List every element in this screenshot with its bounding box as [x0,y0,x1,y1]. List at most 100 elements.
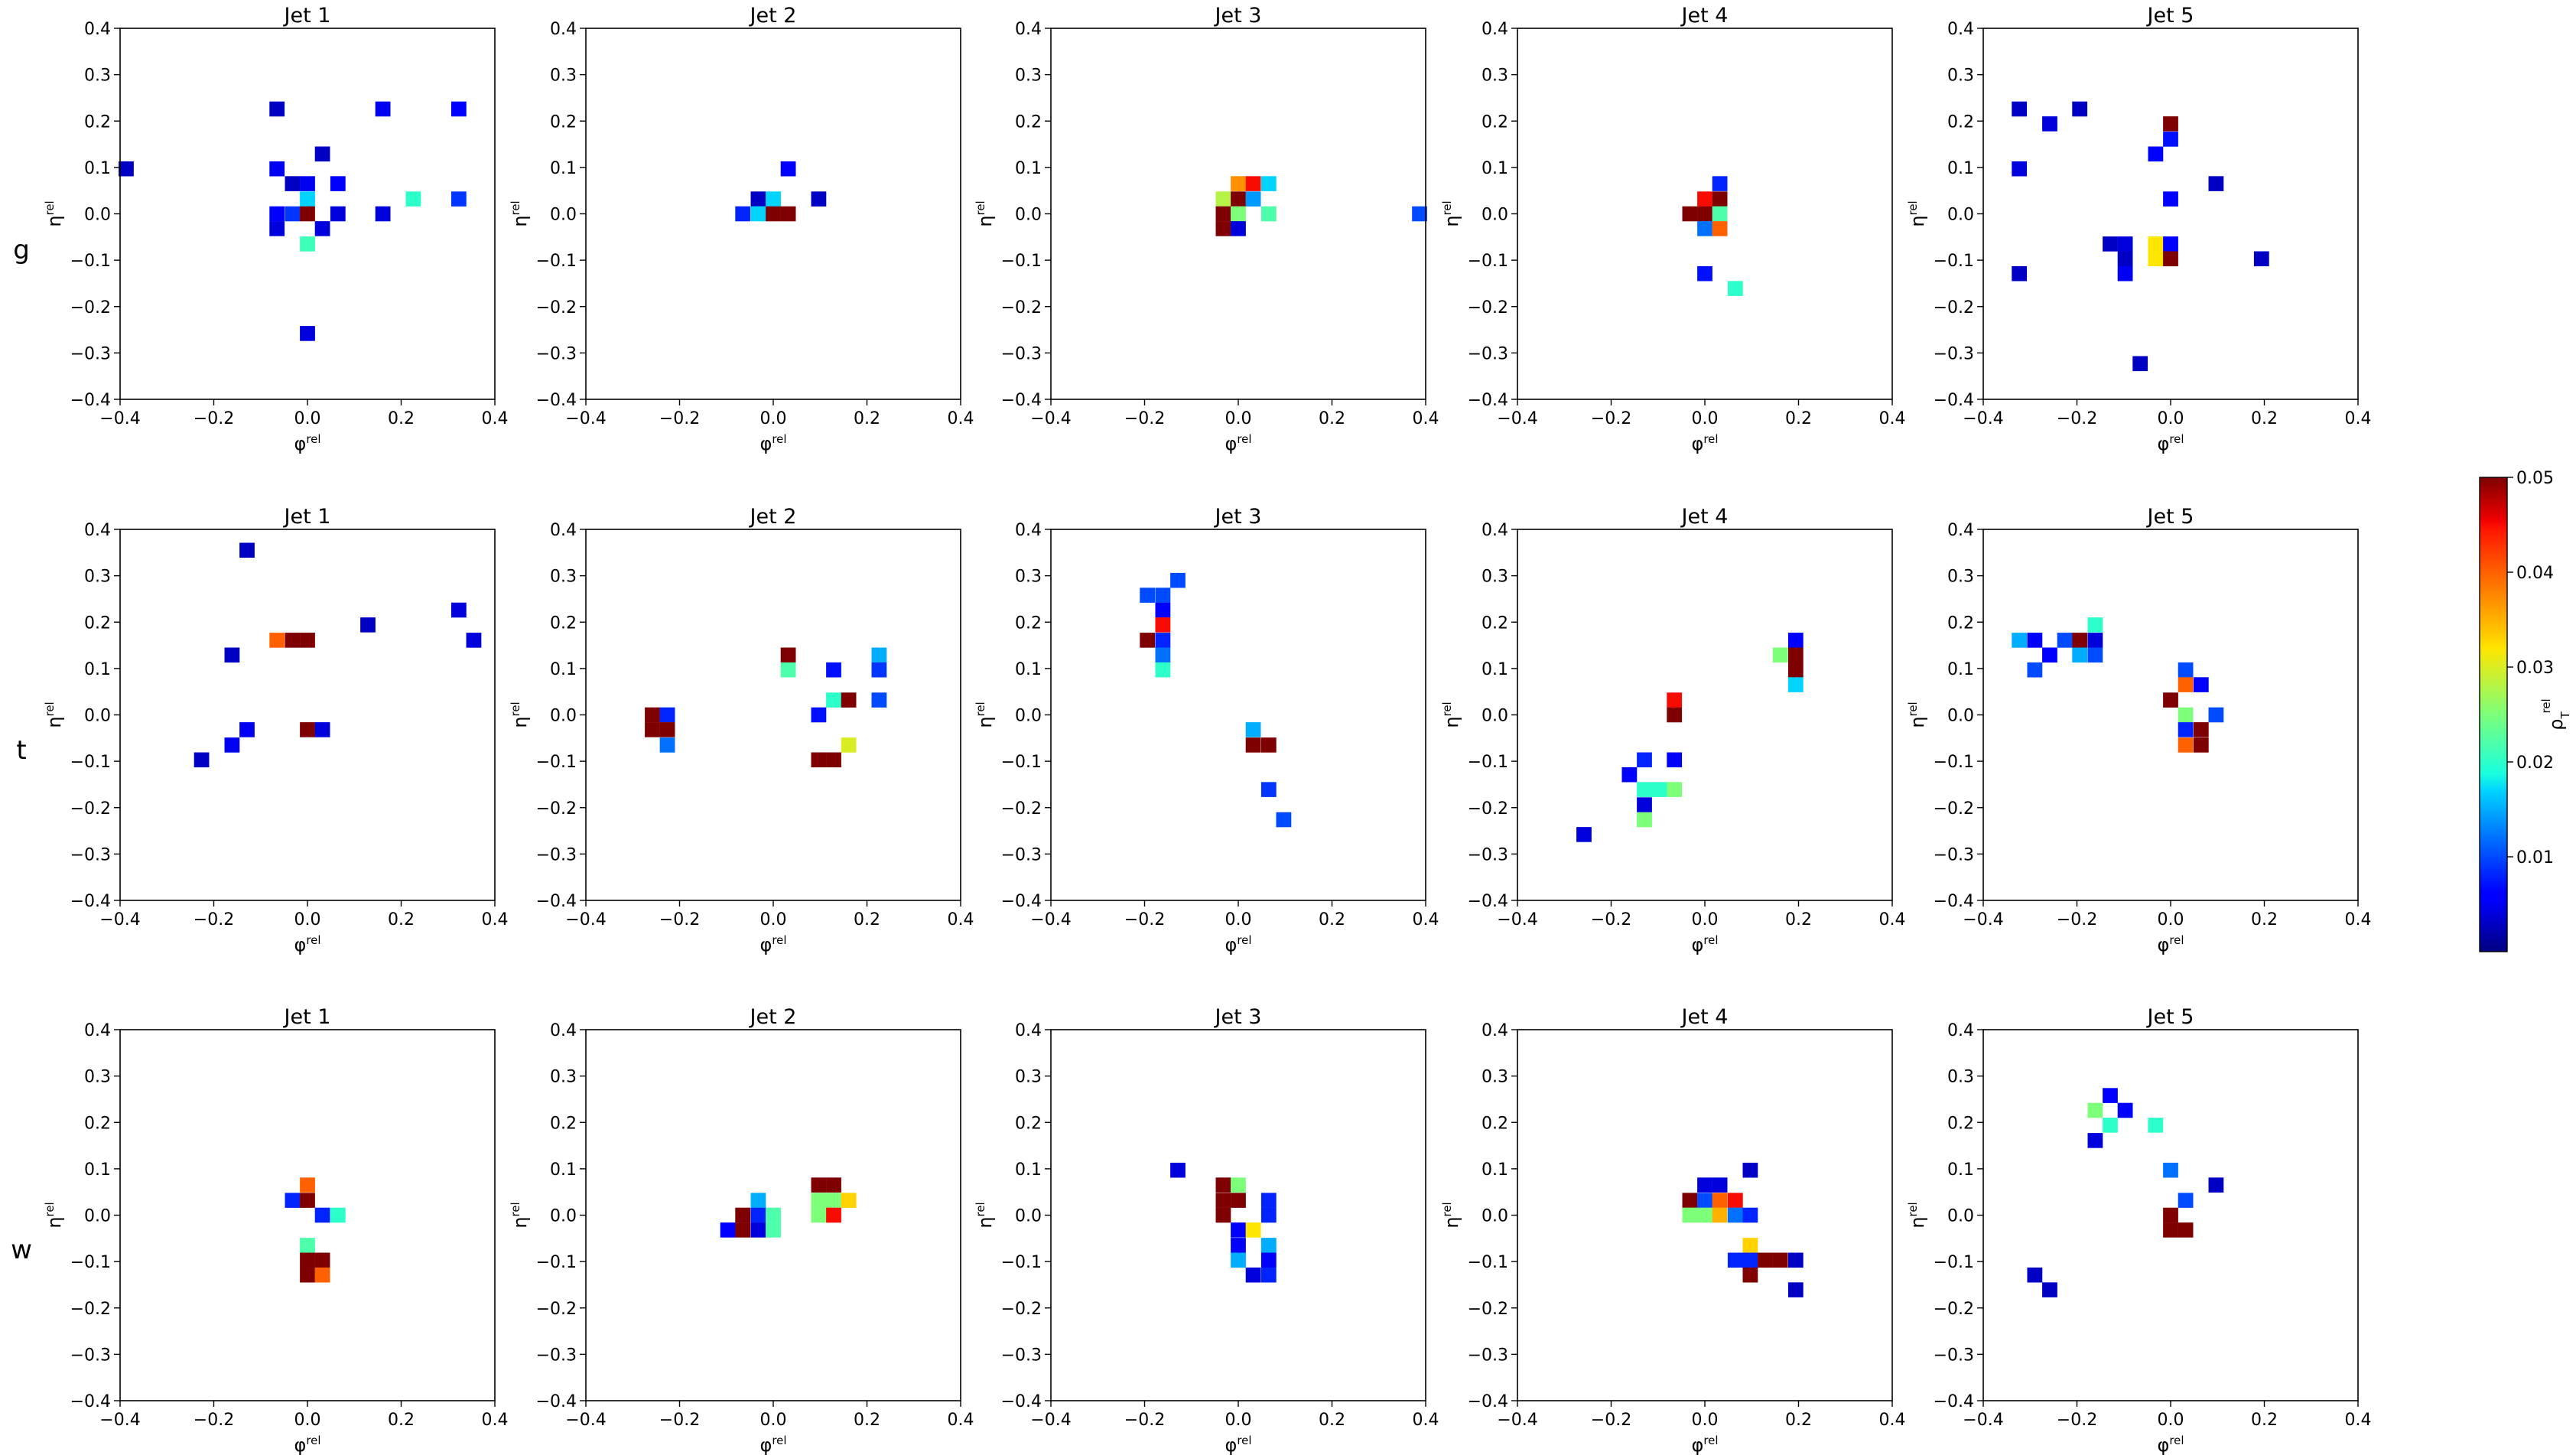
colorbar-label-subscript: T [2558,711,2572,719]
heatmap-cell [2072,647,2088,663]
y-axis-label: ηrel [1440,200,1462,226]
heatmap-cell [194,752,210,768]
x-tick-label: 0.2 [1785,1411,1812,1430]
heatmap-cell [2163,251,2178,267]
colorbar-label-symbol: ρ [2545,718,2567,730]
heatmap-cell [1712,1207,1728,1223]
y-tick-label: 0.4 [1482,1021,1508,1040]
y-axis-label-symbol: η [44,716,65,728]
heatmap-cell [2012,265,2028,282]
heatmap-cell [2208,1177,2224,1193]
x-tick-label: 0.0 [294,910,321,929]
y-tick-label: 0.4 [1015,521,1042,540]
y-tick-label: 0.1 [550,159,577,178]
heatmap-cell [2087,617,2103,633]
x-tick-label: −0.2 [1591,409,1631,428]
x-tick-label: 0.0 [1692,409,1719,428]
heatmap-cell [314,1207,330,1223]
heatmap-cell [1231,176,1246,191]
x-axis-label: φrel [294,1434,321,1455]
heatmap-cell [2072,633,2088,648]
heatmap-cell [2087,1133,2103,1148]
heatmap-cell [1260,737,1277,753]
heatmap-cell [285,633,301,648]
x-tick-label: 0.4 [1413,1411,1439,1430]
x-axis-label-symbol: φ [1692,433,1704,454]
heatmap-cell [1787,1282,1804,1297]
heatmap-cell [2178,662,2194,678]
heatmap-cell [871,647,887,663]
heatmap-cell [300,1177,315,1193]
x-tick-label: 0.2 [388,1411,415,1430]
heatmap-cell [2178,677,2194,692]
heatmap-cell [2163,116,2178,132]
heatmap-cell [300,1252,315,1268]
heatmap-cell [300,1238,315,1253]
heatmap-cell [2027,662,2043,678]
y-tick-label: 0.3 [1482,568,1508,587]
x-tick-label: −0.2 [659,1411,700,1430]
y-tick-label: −0.2 [70,1300,111,1319]
panel-title: Jet 1 [283,4,331,28]
x-tick-label: 0.4 [948,1411,974,1430]
y-tick-label: −0.4 [536,391,577,410]
x-axis-label-superscript: rel [1703,933,1718,947]
y-tick-label: 0.4 [550,521,577,540]
heatmap-cell [750,1222,766,1238]
y-tick-label: −0.1 [1001,252,1042,271]
panel-g-1: Jet 1 −0.4 −0.2 0.0 0.2 0.4 −0.4 −0.3 −0.2 −0.1 0.… [43,4,509,454]
panel-title: Jet 5 [2146,505,2194,529]
heatmap-cell [720,1222,736,1238]
heatmap-cell [1231,1193,1246,1208]
y-tick-label: 0.2 [1015,112,1042,132]
heatmap-cell [841,737,857,753]
panel-title: Jet 1 [283,1005,331,1029]
heatmap-cell [314,146,330,162]
heatmap-cell [2042,116,2057,132]
heatmap-cell [2163,692,2178,708]
x-axis-label: φrel [760,933,787,955]
heatmap-cell [659,722,675,737]
heatmap-cell [2042,1282,2057,1297]
heatmap-cell [314,722,330,737]
heatmap-cell [2178,722,2194,737]
heatmap-cell [1215,221,1231,236]
y-tick-label: 0.0 [550,1207,577,1226]
heatmap-cell [1215,1177,1231,1193]
heatmap-cell [2178,1222,2194,1238]
heatmap-cell [2072,101,2088,117]
heatmap-cell [780,206,796,222]
heatmap-cells [285,1177,346,1283]
x-axis-label-symbol: φ [2158,433,2170,454]
y-tick-label: 0.4 [1482,521,1508,540]
y-tick-label: 0.4 [84,1021,111,1040]
heatmap-cell [659,737,675,753]
heatmap-cell [2193,737,2209,753]
x-axis-label-superscript: rel [306,1434,320,1447]
heatmap-cell [360,617,376,633]
y-tick-label: −0.3 [1468,344,1508,363]
heatmap-cell [2012,101,2028,117]
heatmap-cell [1231,1222,1246,1238]
x-tick-label: −0.2 [659,910,700,929]
x-tick-label: −0.2 [2057,910,2097,929]
y-tick-label: 0.0 [1015,707,1042,726]
heatmap-cell [330,206,346,222]
heatmap-cell [2178,1193,2194,1208]
heatmap-cell [1155,633,1171,648]
heatmap-cell [269,161,285,177]
y-tick-label: −0.4 [1468,892,1508,911]
heatmap-cells [1140,572,1292,828]
plot-frame [1982,529,2359,901]
heatmap-cell [269,633,285,648]
colorbar-tick-label: 0.01 [2516,848,2554,867]
y-axis-label-superscript: rel [1906,1202,1920,1216]
heatmap-cell [1742,1252,1758,1268]
x-tick-label: 0.0 [294,1411,321,1430]
heatmap-cell [1697,1177,1712,1193]
heatmap-cell [1140,633,1156,648]
y-tick-label: −0.1 [1468,252,1508,271]
heatmap-cell [285,206,301,222]
y-tick-label: 0.2 [1947,112,1974,132]
heatmap-cell [1637,812,1652,828]
